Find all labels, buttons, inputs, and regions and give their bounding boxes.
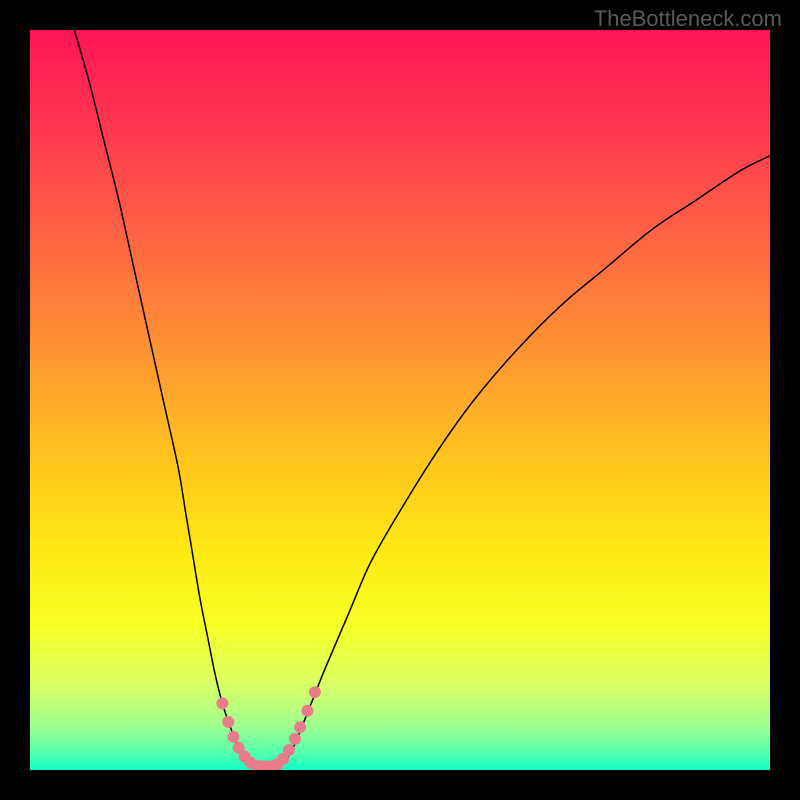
marker-point <box>309 686 321 698</box>
watermark-text: TheBottleneck.com <box>594 6 782 32</box>
marker-point <box>228 731 240 743</box>
marker-point <box>294 721 306 733</box>
marker-point <box>289 733 301 745</box>
marker-point <box>302 705 314 717</box>
marker-point <box>222 716 234 728</box>
chart-frame <box>30 30 770 770</box>
marker-layer <box>30 30 770 770</box>
marker-point <box>216 697 228 709</box>
marker-point <box>283 744 295 756</box>
